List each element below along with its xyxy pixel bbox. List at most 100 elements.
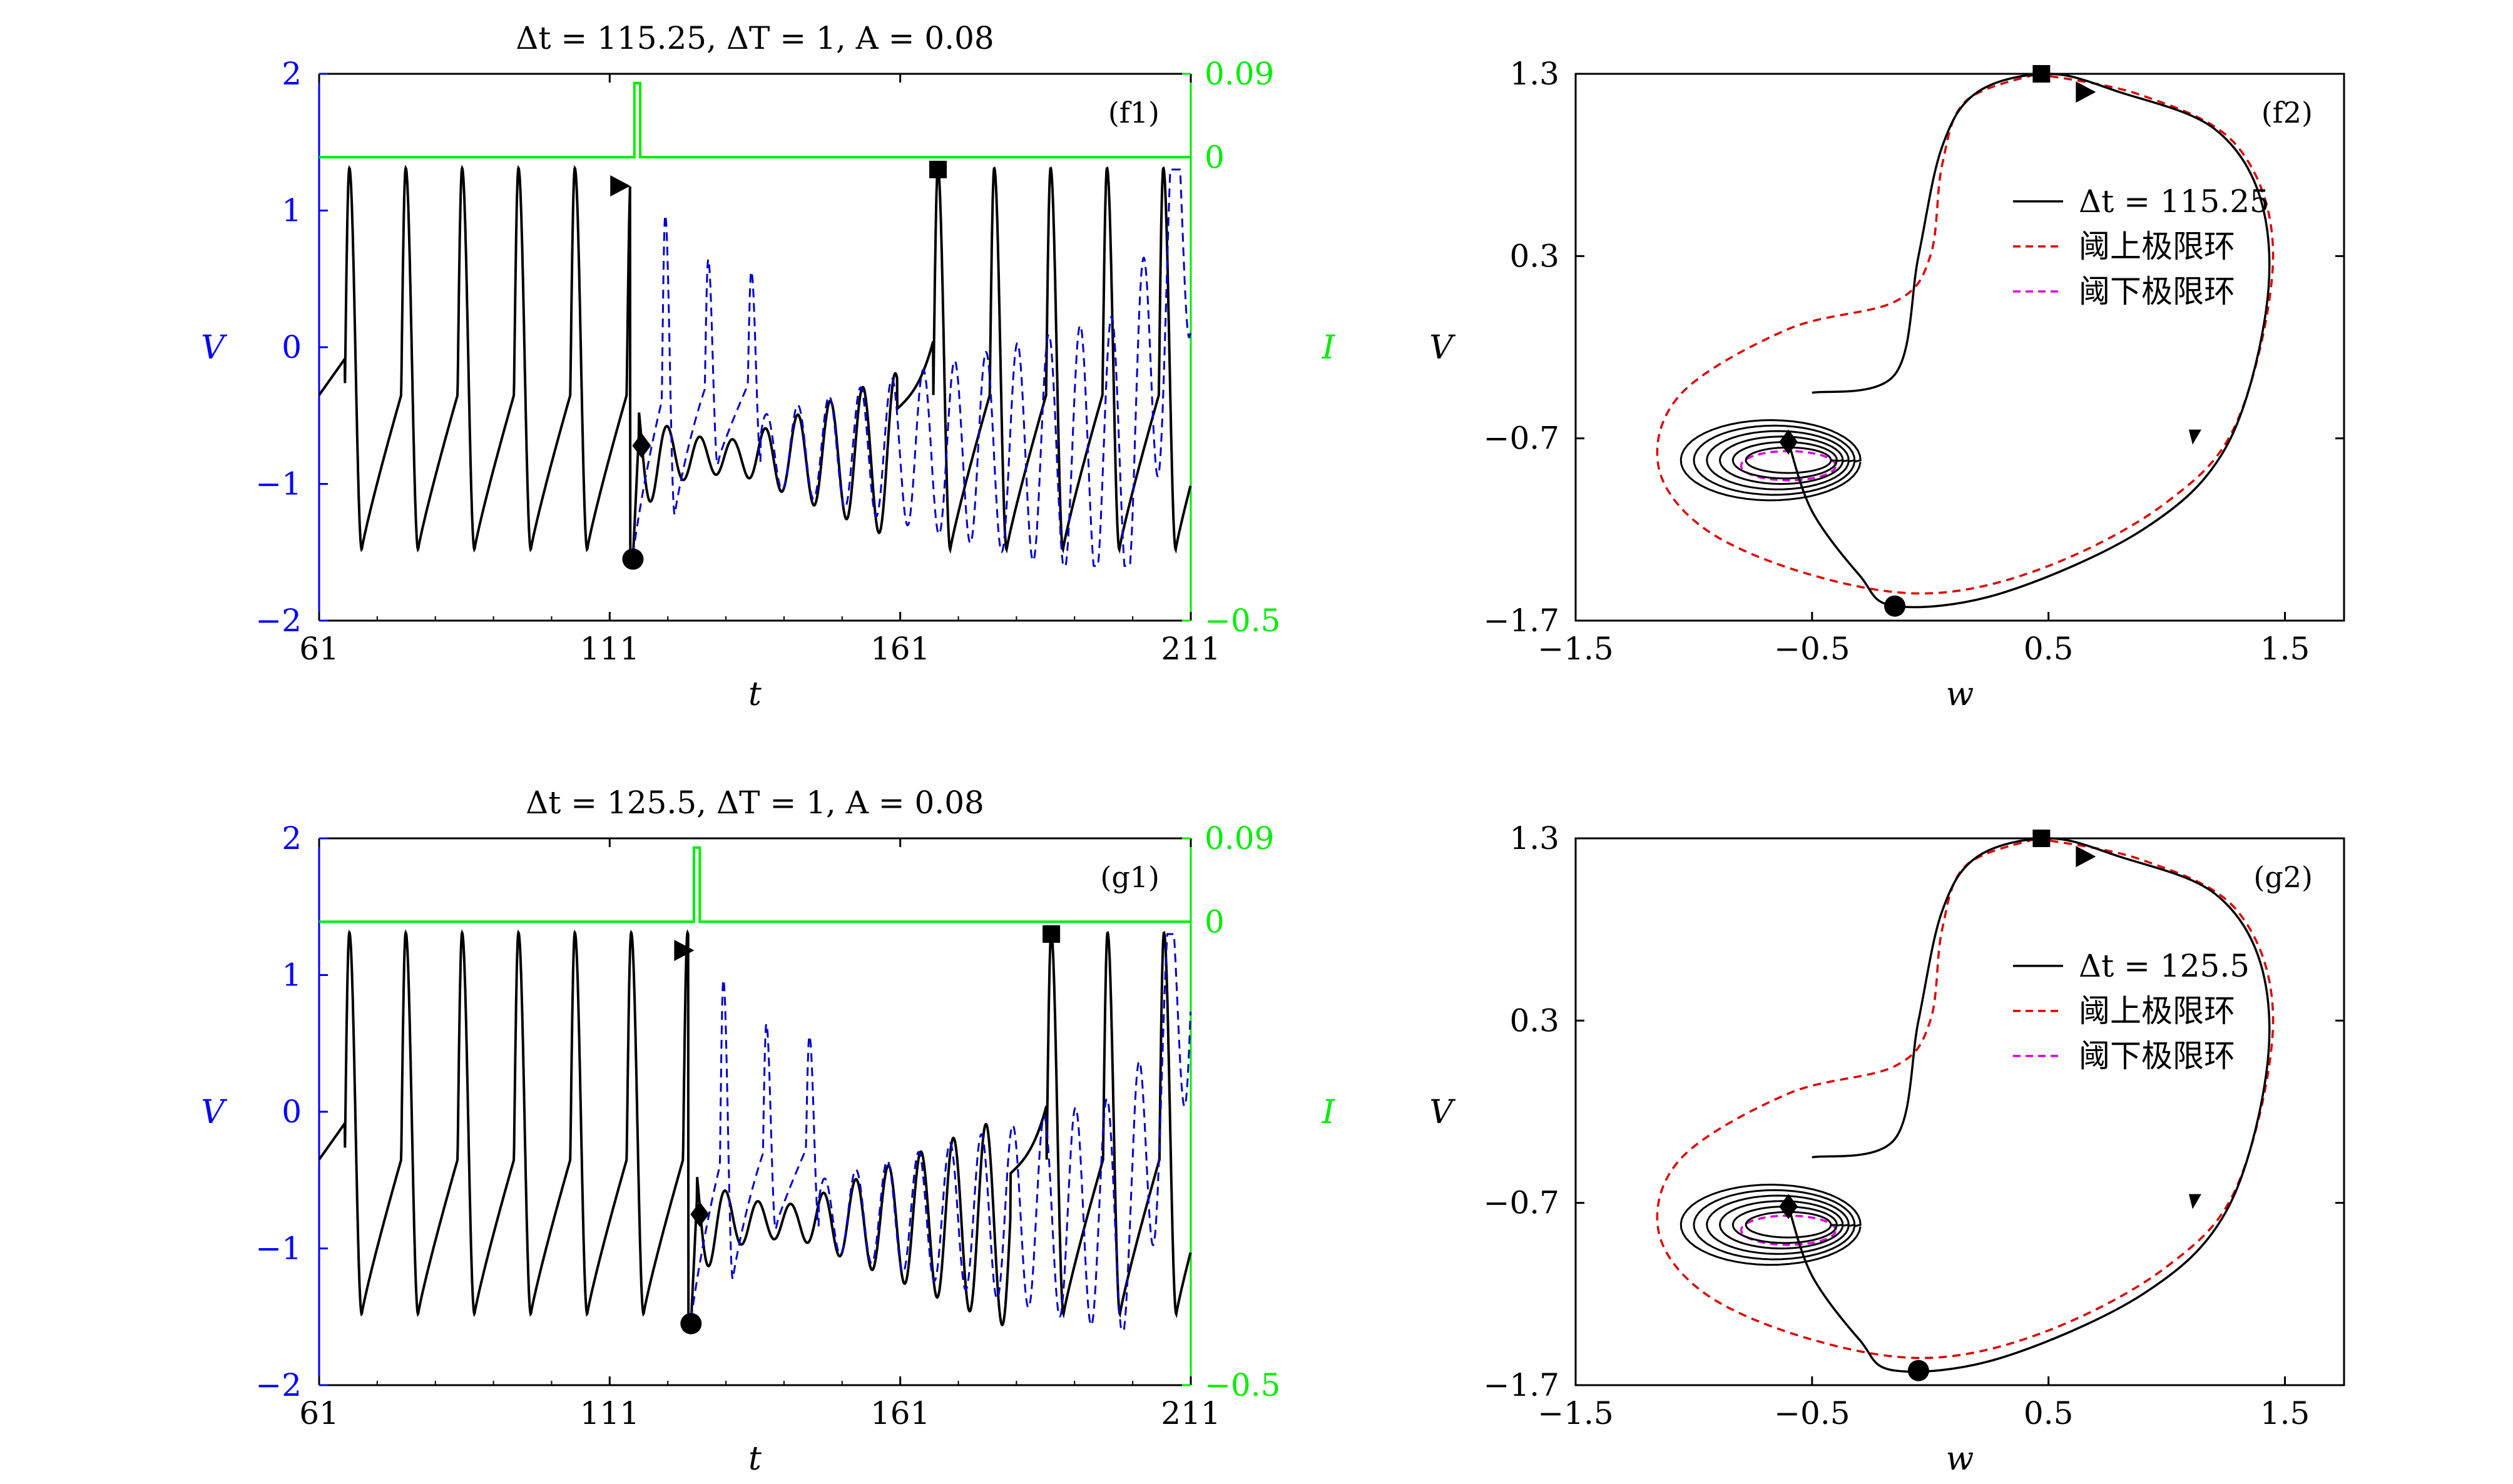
x-tick-label: −1.5 [1537, 631, 1613, 667]
x-tick-label: 161 [870, 1395, 930, 1431]
diamond-marker [632, 433, 651, 459]
trajectory-spiral [1680, 419, 1862, 502]
legend-label: 阈上极限环 [2079, 228, 2235, 265]
x-tick-label: 111 [580, 1395, 640, 1431]
y-tick-label: −1.7 [1484, 602, 1559, 639]
y-left-axis-label: V [201, 329, 227, 367]
y-left-tick-label: 0 [282, 329, 302, 365]
chart-title: Δt = 125.5, ΔT = 1, A = 0.08 [526, 785, 984, 821]
panel-label: (g2) [2253, 860, 2313, 894]
y-left-tick-label: 2 [282, 56, 302, 92]
chart-title: Δt = 115.25, ΔT = 1, A = 0.08 [516, 20, 994, 56]
legend-label: Δt = 115.25 [2079, 183, 2270, 220]
trajectory-spiral [1680, 1183, 1862, 1266]
direction-arrow [2188, 1194, 2201, 1209]
y-axis-label: V [1429, 329, 1455, 367]
voltage-trace-unperturbed [690, 933, 1191, 1332]
panel-g2: −1.5 −0.5 0.5 1.5 −1.7 −0.7 0.3 1.3 w V (g2) Δt = 1… [1429, 820, 2345, 1478]
x-tick-label: −0.5 [1774, 631, 1850, 667]
y-tick-label: −0.7 [1484, 1185, 1559, 1221]
circle-marker [680, 1313, 702, 1334]
y-tick-label: −1.7 [1484, 1367, 1559, 1403]
y-left-tick-label: 1 [282, 193, 302, 229]
diamond-marker [1779, 1194, 1798, 1219]
y-tick-label: 1.3 [1509, 56, 1559, 92]
legend-label: 阈上极限环 [2079, 993, 2235, 1029]
y-right-axis-label: I [1322, 329, 1336, 367]
upper-limit-cycle [1656, 73, 2275, 595]
circle-marker [1907, 1359, 1929, 1381]
x-tick-label: 61 [299, 631, 339, 667]
voltage-trace [318, 165, 1192, 567]
plot-frame [1574, 837, 2345, 1386]
circle-marker [622, 548, 644, 570]
y-tick-label: 0.3 [1509, 238, 1559, 274]
panel-f2: −1.5 −0.5 0.5 1.5 −1.7 −0.7 0.3 1.3 w V (f2) Δt = 1… [1429, 56, 2345, 713]
x-tick-label: 211 [1161, 631, 1220, 667]
diamond-marker [690, 1201, 710, 1227]
x-tick-label: 0.5 [2024, 1395, 2074, 1431]
y-right-tick-label: −0.5 [1205, 602, 1280, 639]
y-left-tick-label: 1 [282, 957, 302, 994]
trajectory-excursion [1787, 837, 2271, 1373]
current-trace [319, 81, 1191, 159]
square-marker [2032, 830, 2051, 847]
triangle-marker [610, 175, 631, 197]
x-tick-label: 0.5 [2024, 631, 2074, 667]
y-right-tick-label: 0 [1205, 903, 1225, 940]
x-tick-label: −1.5 [1537, 1395, 1613, 1431]
y-tick-label: −0.7 [1484, 420, 1559, 457]
y-axis-label: V [1429, 1094, 1455, 1131]
y-left-tick-label: −1 [255, 1231, 302, 1267]
square-marker [2032, 65, 2051, 83]
x-tick-label: 1.5 [2260, 631, 2310, 667]
current-trace [319, 846, 1191, 923]
trajectory-excursion [1787, 73, 2271, 609]
y-right-tick-label: 0 [1205, 139, 1225, 175]
y-right-tick-label: −0.5 [1205, 1367, 1280, 1403]
y-tick-label: 1.3 [1509, 820, 1559, 856]
x-tick-label: 1.5 [2260, 1395, 2310, 1431]
y-left-axis-label: V [201, 1094, 227, 1131]
voltage-trace-unperturbed [632, 168, 1191, 567]
y-right-tick-label: 0.09 [1205, 56, 1274, 92]
circle-marker [1884, 595, 1906, 617]
y-tick-label: 0.3 [1509, 1002, 1559, 1039]
y-right-axis-label: I [1322, 1094, 1336, 1131]
panel-label: (f1) [1108, 96, 1160, 130]
legend-label: Δt = 125.5 [2079, 948, 2250, 984]
y-left-tick-label: 2 [282, 820, 302, 856]
plot-frame [1574, 73, 2345, 622]
upper-limit-cycle [1656, 837, 2275, 1359]
triangle-marker [2076, 846, 2096, 868]
x-tick-label: −0.5 [1774, 1395, 1850, 1431]
panel-label: (f2) [2261, 96, 2313, 130]
x-axis-label: t [748, 676, 762, 713]
y-left-tick-label: −1 [255, 466, 302, 502]
diamond-marker [1779, 429, 1798, 455]
y-left-tick-label: −2 [255, 602, 302, 639]
y-right-tick-label: 0.09 [1205, 820, 1274, 856]
panel-f1: Δt = 115.25, ΔT = 1, A = 0.08 61 111 161 211… [201, 20, 1336, 713]
lower-limit-cycle [1740, 450, 1837, 482]
x-tick-label: 61 [299, 1395, 339, 1431]
panel-label: (g1) [1100, 860, 1160, 894]
y-left-tick-label: −2 [255, 1367, 302, 1403]
triangle-marker [674, 940, 695, 962]
voltage-trace [318, 929, 1192, 1332]
legend-label: 阈下极限环 [2079, 273, 2235, 310]
triangle-marker [2076, 81, 2096, 103]
x-tick-label: 211 [1161, 1395, 1220, 1431]
lower-limit-cycle [1740, 1214, 1837, 1246]
legend-label: 阈下极限环 [2079, 1038, 2235, 1074]
x-tick-label: 111 [580, 631, 640, 667]
direction-arrow [2188, 429, 2201, 445]
square-marker [1042, 925, 1061, 943]
y-left-tick-label: 0 [282, 1094, 302, 1130]
x-axis-label: w [1946, 1440, 1974, 1478]
x-axis-label: w [1946, 676, 1974, 713]
x-tick-label: 161 [870, 631, 930, 667]
square-marker [929, 160, 947, 178]
